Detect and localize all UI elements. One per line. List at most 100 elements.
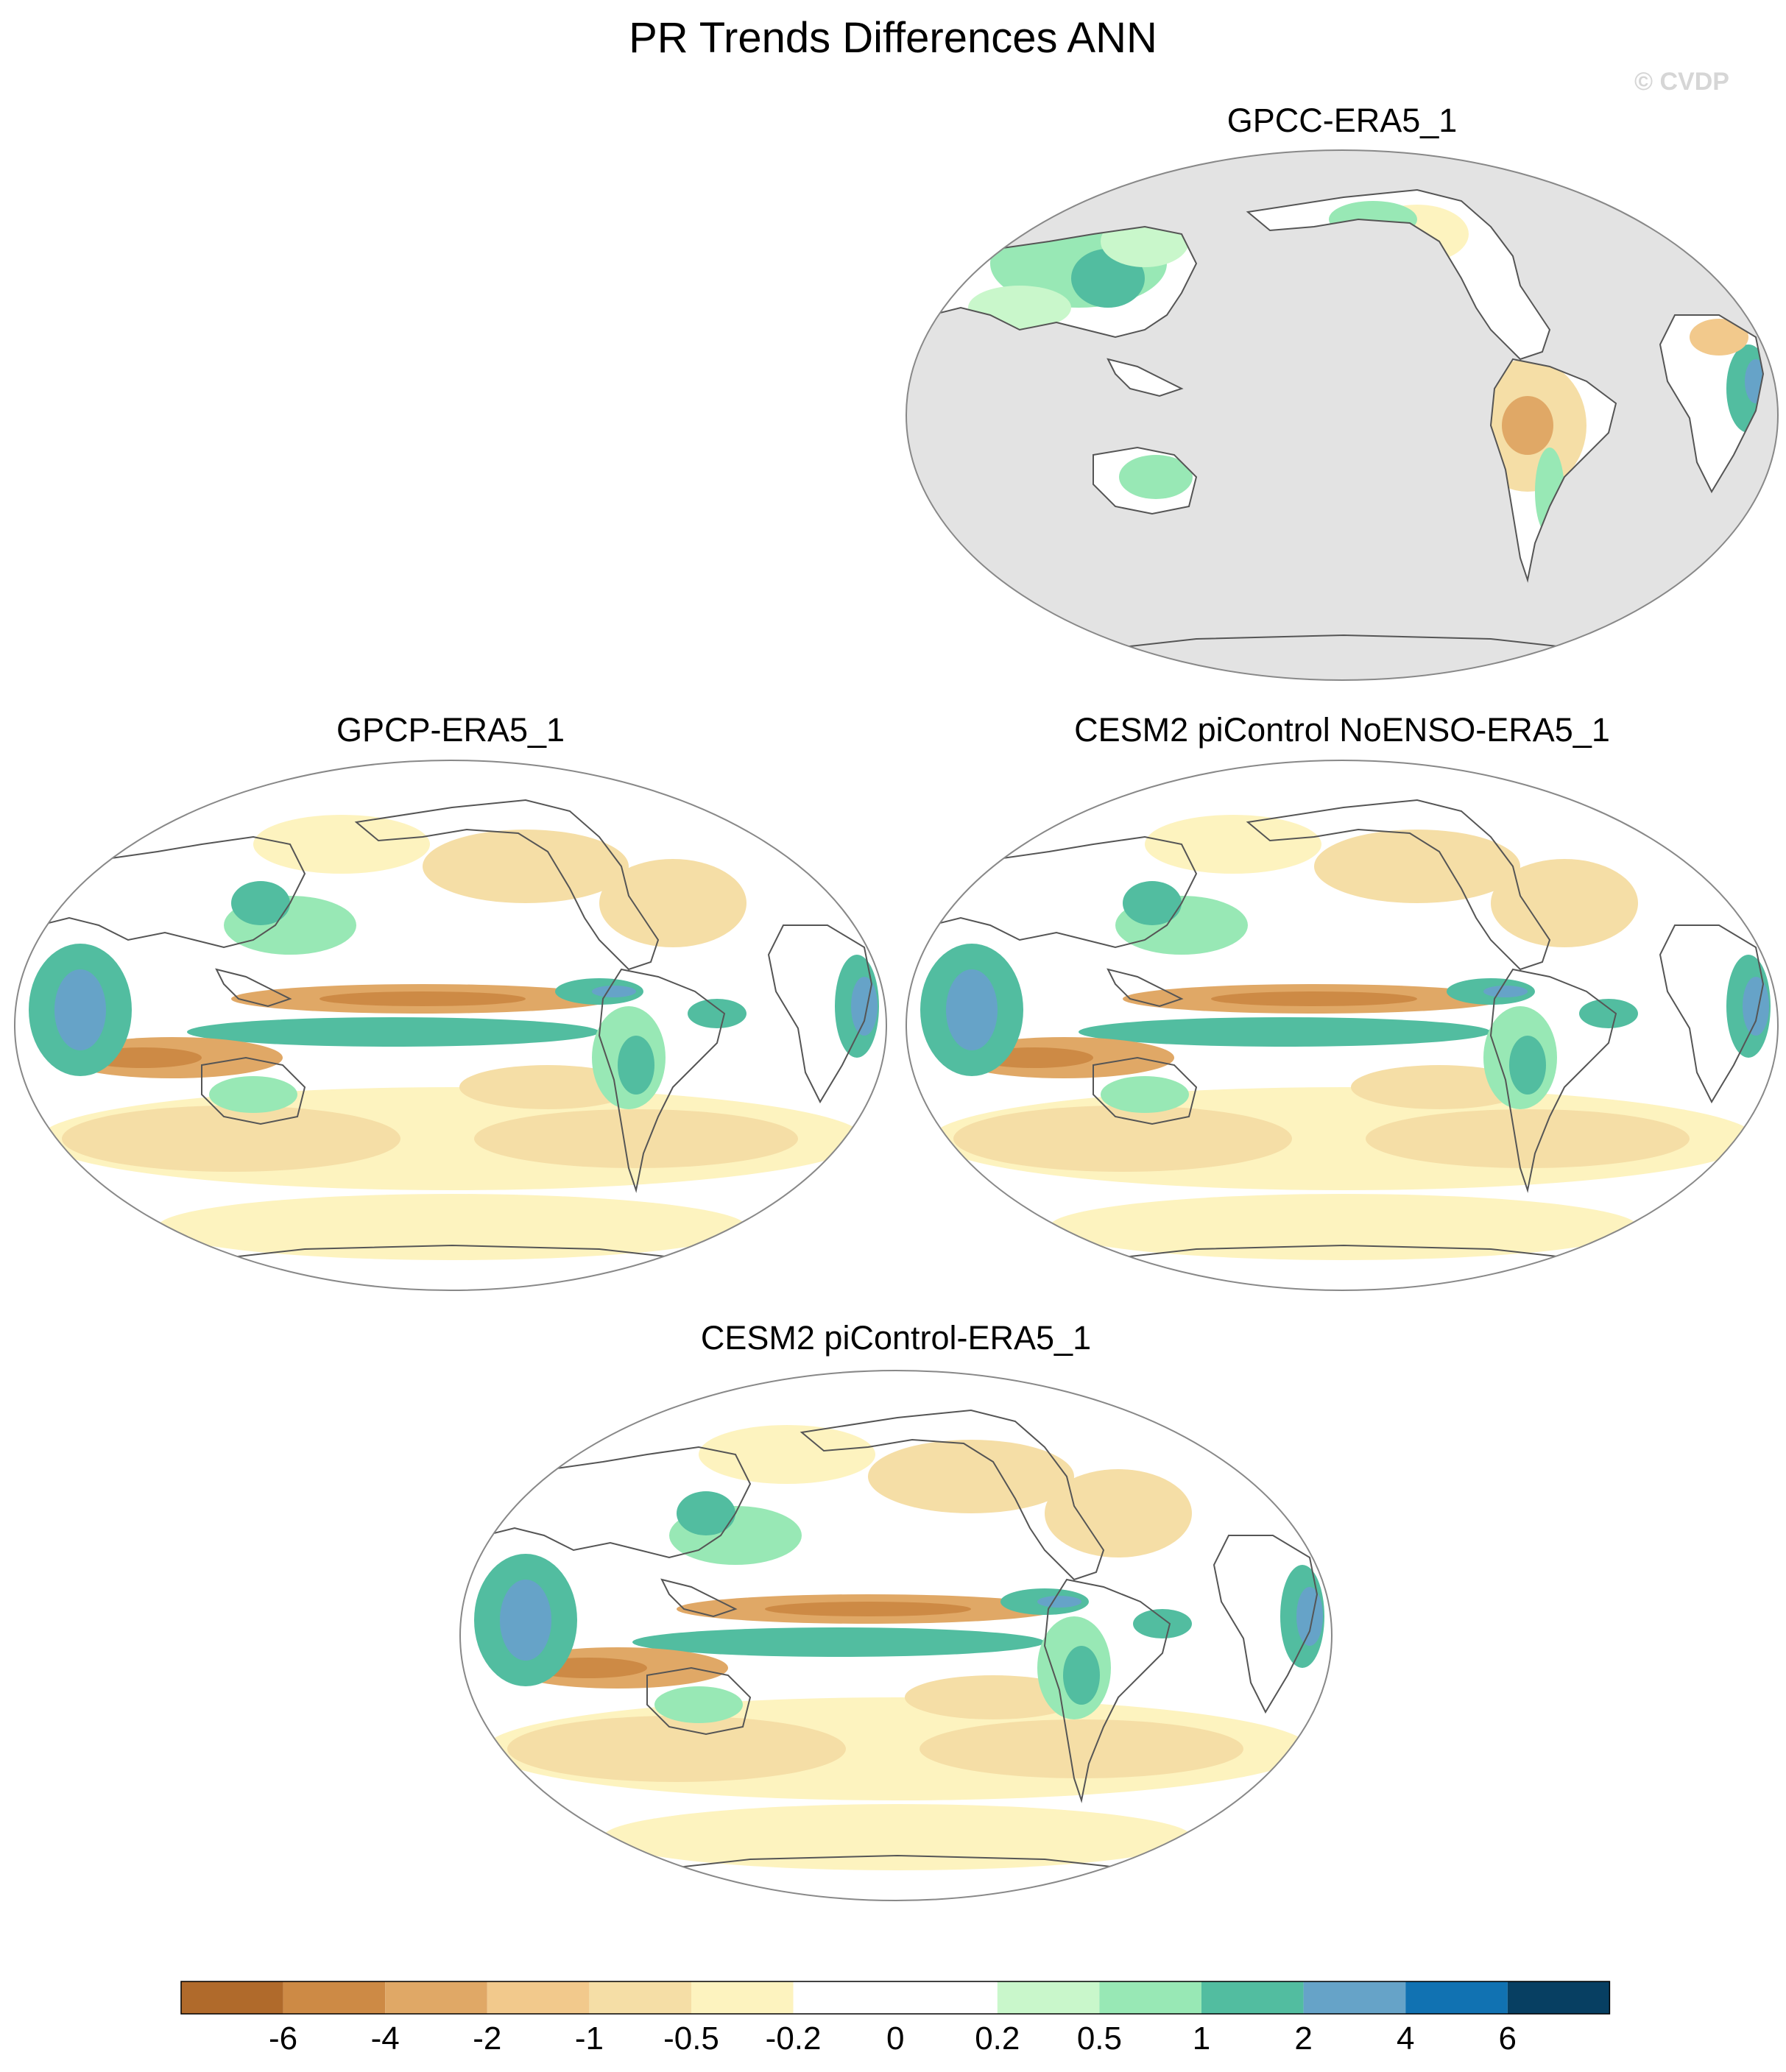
colorbar-swatch	[1507, 1981, 1610, 2014]
coastline	[1063, 1244, 1624, 1265]
colorbar-tick-label: 0.2	[975, 2020, 1020, 2057]
colorbar-tick-label: -0.5	[663, 2020, 719, 2057]
colorbar-swatch	[181, 1981, 283, 2014]
precip-trend-patch	[474, 1109, 798, 1168]
precip-trend-patch	[62, 1106, 400, 1172]
precip-trend-patch	[851, 977, 878, 1036]
coastline	[1106, 358, 1184, 397]
map-picontrol	[459, 1370, 1333, 1901]
precip-trend-patch	[1366, 1109, 1690, 1168]
coastline	[1093, 1056, 1198, 1125]
precip-trend-patch	[868, 1440, 1074, 1513]
colorbar-tick-label: -2	[473, 2020, 501, 2057]
colorbar-border	[180, 1981, 1611, 2015]
precip-trend-patch	[459, 1065, 636, 1109]
precip-trend-patch	[1690, 319, 1748, 356]
coastline	[1093, 446, 1198, 515]
precip-trend-patch	[158, 1194, 746, 1260]
coastline	[1063, 634, 1624, 654]
coastline	[800, 1409, 1105, 1581]
precip-trend-patch	[1502, 396, 1553, 455]
coastline	[1489, 968, 1617, 1193]
coastline	[172, 1244, 733, 1265]
colorbar-swatch	[1201, 1981, 1304, 2014]
precip-trend-patch	[699, 1425, 875, 1484]
precip-trend-patch	[1211, 991, 1417, 1006]
precip-trend-patch	[1045, 1469, 1192, 1557]
precip-trend-patch	[1049, 1194, 1638, 1260]
colorbar-tick-label: 0.5	[1077, 2020, 1122, 2057]
colorbar-tick-label: 1	[1193, 2020, 1210, 2057]
precip-trend-patch	[920, 1719, 1243, 1778]
colorbar-tick-label: -4	[371, 2020, 400, 2057]
precip-trend-patch	[1133, 1609, 1192, 1638]
colorbar-swatch	[589, 1981, 691, 2014]
colorbar-tick-label: -0.2	[766, 2020, 822, 2057]
precip-trend-patch	[231, 881, 290, 925]
coastline	[906, 225, 1198, 339]
coastline	[201, 1056, 306, 1125]
figure-title: PR Trends Differences ANN	[629, 14, 1157, 62]
coastline	[460, 1446, 752, 1559]
panel-title-picontrol: CESM2 piControl-ERA5_1	[700, 1319, 1092, 1357]
precip-trend-patch	[1119, 455, 1193, 499]
precip-trend-patch	[1509, 1036, 1546, 1095]
colorbar-swatch	[283, 1981, 386, 2014]
precip-trend-patch	[946, 969, 998, 1050]
precip-trend-patch	[618, 1036, 654, 1095]
colorbar-swatch	[1405, 1981, 1508, 2014]
map-frame	[459, 1370, 1333, 1901]
cvdp-watermark: © CVDP	[1634, 68, 1729, 96]
precip-trend-patch	[677, 1491, 735, 1535]
map-frame	[906, 149, 1779, 681]
coastline	[1246, 188, 1551, 361]
map-gpcp	[14, 760, 887, 1291]
precip-trend-patch	[1314, 830, 1520, 903]
coastline	[1106, 968, 1184, 1008]
colorbar-swatch	[1099, 1981, 1201, 2014]
colorbar: -6 -4 -2 -1 -0.5 -0.2 0 0.2 0.5 1 2 4 6	[180, 1981, 1611, 2057]
precip-trend-patch	[253, 815, 430, 874]
coastline	[1681, 799, 1757, 852]
colorbar-tick-label: -1	[575, 2020, 604, 2057]
precip-trend-patch	[1351, 1065, 1528, 1109]
land-region	[1248, 190, 1550, 359]
coastline	[617, 1854, 1178, 1875]
colorbar-tick-label: 6	[1499, 2020, 1517, 2057]
coastline	[646, 1666, 752, 1736]
colorbar-tick-label: 4	[1397, 2020, 1414, 2057]
precip-trend-patch	[1491, 859, 1638, 947]
precip-trend-patch	[688, 999, 746, 1028]
precip-trend-patch	[1037, 1596, 1081, 1608]
precip-trend-patch	[187, 1017, 599, 1047]
coastline	[1681, 188, 1757, 242]
precip-trend-patch	[423, 830, 629, 903]
colorbar-tick-label: -6	[269, 2020, 297, 2057]
map-frame	[14, 760, 887, 1291]
coastline	[354, 799, 660, 971]
precip-trend-patch	[1101, 1076, 1189, 1113]
precip-trend-patch	[632, 1627, 1045, 1657]
coastline	[1043, 1578, 1171, 1803]
land-region	[1682, 190, 1756, 241]
precip-trend-patch	[500, 1580, 551, 1661]
panel-title-noenso: CESM2 piControl NoENSO-ERA5_1	[1074, 711, 1610, 749]
colorbar-swatch	[487, 1981, 590, 2014]
precip-trend-patch	[654, 1686, 743, 1723]
precip-trend-patch	[953, 1106, 1292, 1172]
precip-trend-patch	[1079, 1017, 1491, 1047]
precip-trend-patch	[1483, 986, 1528, 997]
coastline	[1246, 799, 1551, 971]
precip-trend-patch	[1296, 1587, 1323, 1646]
coastline	[906, 835, 1198, 949]
map-noenso	[906, 760, 1779, 1291]
precip-trend-patch	[507, 1716, 846, 1782]
panel-title-gpcp: GPCP-ERA5_1	[336, 711, 565, 749]
coastline	[1659, 924, 1765, 1104]
coastline	[1659, 314, 1765, 494]
map-gpcc	[906, 149, 1779, 681]
precip-trend-patch	[209, 1076, 297, 1113]
precip-trend-patch	[592, 986, 636, 997]
colorbar-swatch	[385, 1981, 487, 2014]
precip-trend-patch	[1063, 1646, 1100, 1705]
